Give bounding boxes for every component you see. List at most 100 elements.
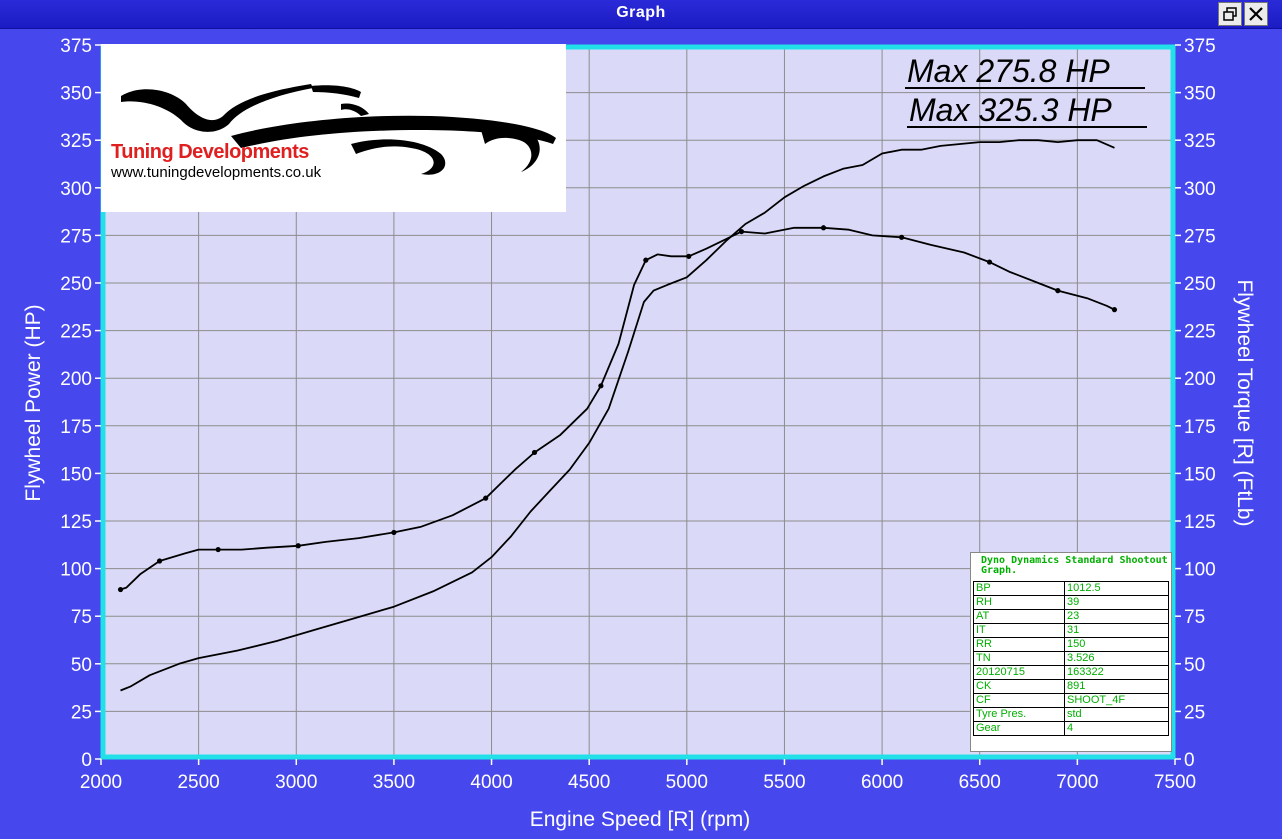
x-tick-label: 6500 bbox=[959, 772, 1001, 793]
info-row: BP 1012.5 bbox=[973, 581, 1169, 596]
y2-tick-label: 250 bbox=[1184, 274, 1216, 295]
car-silhouette-logo bbox=[121, 84, 556, 175]
info-key: RR bbox=[973, 637, 1065, 652]
info-value: std bbox=[1064, 707, 1169, 722]
x-tick-label: 5000 bbox=[666, 772, 708, 793]
info-key: AT bbox=[973, 609, 1065, 624]
y-tick-label: 100 bbox=[60, 560, 92, 581]
info-key: IT bbox=[973, 623, 1065, 638]
x-tick-label: 2000 bbox=[80, 772, 122, 793]
info-key: 20120715 bbox=[973, 665, 1065, 680]
x-tick-label: 7500 bbox=[1154, 772, 1196, 793]
max-torque-label: Max 325.3 HP bbox=[909, 92, 1112, 128]
y-tick-label: 225 bbox=[60, 322, 92, 343]
restore-button[interactable] bbox=[1218, 2, 1242, 26]
info-value: 4 bbox=[1064, 721, 1169, 736]
logo: Tuning Developments www.tuningdevelopmen… bbox=[101, 44, 566, 212]
max-power-label: Max 275.8 HP bbox=[907, 53, 1110, 89]
info-row: Tyre Pres. std bbox=[973, 707, 1169, 722]
right-axis-title: Flywheel Torque [R] (FtLb) bbox=[1233, 279, 1256, 526]
info-value: 1012.5 bbox=[1064, 581, 1169, 596]
info-row: Gear 4 bbox=[973, 721, 1169, 736]
series-point bbox=[686, 253, 692, 259]
x-tick-label: 4000 bbox=[470, 772, 512, 793]
info-value: 31 bbox=[1064, 623, 1169, 638]
info-row: RH 39 bbox=[973, 595, 1169, 610]
brand-name: Tuning Developments bbox=[111, 141, 309, 163]
info-value: 23 bbox=[1064, 609, 1169, 624]
x-tick-label: 3000 bbox=[275, 772, 317, 793]
y-tick-label: 175 bbox=[60, 417, 92, 438]
info-row: CF SHOOT_4F bbox=[973, 693, 1169, 708]
info-table: BP 1012.5 RH 39 AT 23 IT 31 RR 150 TN 3.526 20120715… bbox=[973, 581, 1169, 736]
info-row: 20120715 163322 bbox=[973, 665, 1169, 680]
left-axis-title: Flywheel Power (HP) bbox=[22, 304, 45, 501]
info-key: CK bbox=[973, 679, 1065, 694]
series-point bbox=[295, 543, 301, 549]
y-tick-label: 275 bbox=[60, 226, 92, 247]
series-line-0 bbox=[120, 226, 1115, 591]
series-point bbox=[156, 558, 163, 564]
series-point bbox=[117, 586, 124, 593]
x-tick-label: 5500 bbox=[763, 772, 805, 793]
y-tick-label: 375 bbox=[60, 36, 92, 57]
x-tick-label: 6000 bbox=[861, 772, 903, 793]
info-panel: Dyno Dynamics Standard Shootout Graph. B… bbox=[970, 552, 1172, 752]
y2-tick-label: 125 bbox=[1184, 512, 1216, 533]
info-row: IT 31 bbox=[973, 623, 1169, 638]
series-point bbox=[215, 546, 221, 553]
y2-tick-label: 75 bbox=[1184, 607, 1205, 628]
y2-tick-label: 325 bbox=[1184, 131, 1216, 152]
info-key: CF bbox=[973, 693, 1065, 708]
y-tick-label: 250 bbox=[60, 274, 92, 295]
series-line-1 bbox=[120, 139, 1115, 692]
series-point bbox=[1111, 307, 1118, 313]
info-key: Gear bbox=[973, 721, 1065, 736]
window-title: Graph bbox=[616, 4, 666, 21]
series-point bbox=[986, 259, 993, 265]
y2-tick-label: 375 bbox=[1184, 36, 1216, 57]
restore-icon bbox=[1223, 7, 1237, 21]
right-axis-ticks: 0 25 50 75 100 125 150 175 200 225 250 275 300 325 350… bbox=[1175, 36, 1216, 771]
info-value: 891 bbox=[1064, 679, 1169, 694]
y-tick-label: 0 bbox=[81, 750, 92, 771]
x-tick-label: 2500 bbox=[177, 772, 219, 793]
info-row: RR 150 bbox=[973, 637, 1169, 652]
info-key: TN bbox=[973, 651, 1065, 666]
y-tick-label: 50 bbox=[71, 655, 92, 676]
curves bbox=[117, 139, 1118, 692]
series-point bbox=[483, 495, 489, 501]
info-value: 150 bbox=[1064, 637, 1169, 652]
y2-tick-label: 150 bbox=[1184, 464, 1216, 485]
x-tick-label: 4500 bbox=[568, 772, 610, 793]
y2-tick-label: 175 bbox=[1184, 417, 1216, 438]
y2-tick-label: 300 bbox=[1184, 179, 1216, 200]
y2-tick-label: 0 bbox=[1184, 750, 1195, 771]
y2-tick-label: 25 bbox=[1184, 702, 1205, 723]
y2-tick-label: 225 bbox=[1184, 322, 1216, 343]
close-icon bbox=[1249, 7, 1263, 21]
y-tick-label: 200 bbox=[60, 369, 92, 390]
x-tick-label: 7000 bbox=[1056, 772, 1098, 793]
info-row: CK 891 bbox=[973, 679, 1169, 694]
series-point bbox=[391, 529, 397, 536]
close-button[interactable] bbox=[1244, 2, 1268, 26]
y-tick-label: 125 bbox=[60, 512, 92, 533]
info-row: TN 3.526 bbox=[973, 651, 1169, 666]
y2-tick-label: 100 bbox=[1184, 560, 1216, 581]
y-tick-label: 300 bbox=[60, 179, 92, 200]
y2-tick-label: 50 bbox=[1184, 655, 1205, 676]
info-key: BP bbox=[973, 581, 1065, 596]
series-point bbox=[820, 225, 827, 231]
info-value: SHOOT_4F bbox=[1064, 693, 1169, 708]
x-tick-label: 3500 bbox=[373, 772, 415, 793]
y2-tick-label: 350 bbox=[1184, 84, 1216, 105]
x-axis-ticks: 2000 2500 3000 3500 4000 4500 5000 5500 6000 6500… bbox=[80, 759, 1196, 793]
info-key: RH bbox=[973, 595, 1065, 610]
info-value: 3.526 bbox=[1064, 651, 1169, 666]
series-point bbox=[899, 234, 905, 240]
series-point bbox=[643, 257, 649, 263]
y-tick-label: 25 bbox=[71, 702, 92, 723]
y-tick-label: 150 bbox=[60, 464, 92, 485]
y-tick-label: 75 bbox=[71, 607, 92, 628]
